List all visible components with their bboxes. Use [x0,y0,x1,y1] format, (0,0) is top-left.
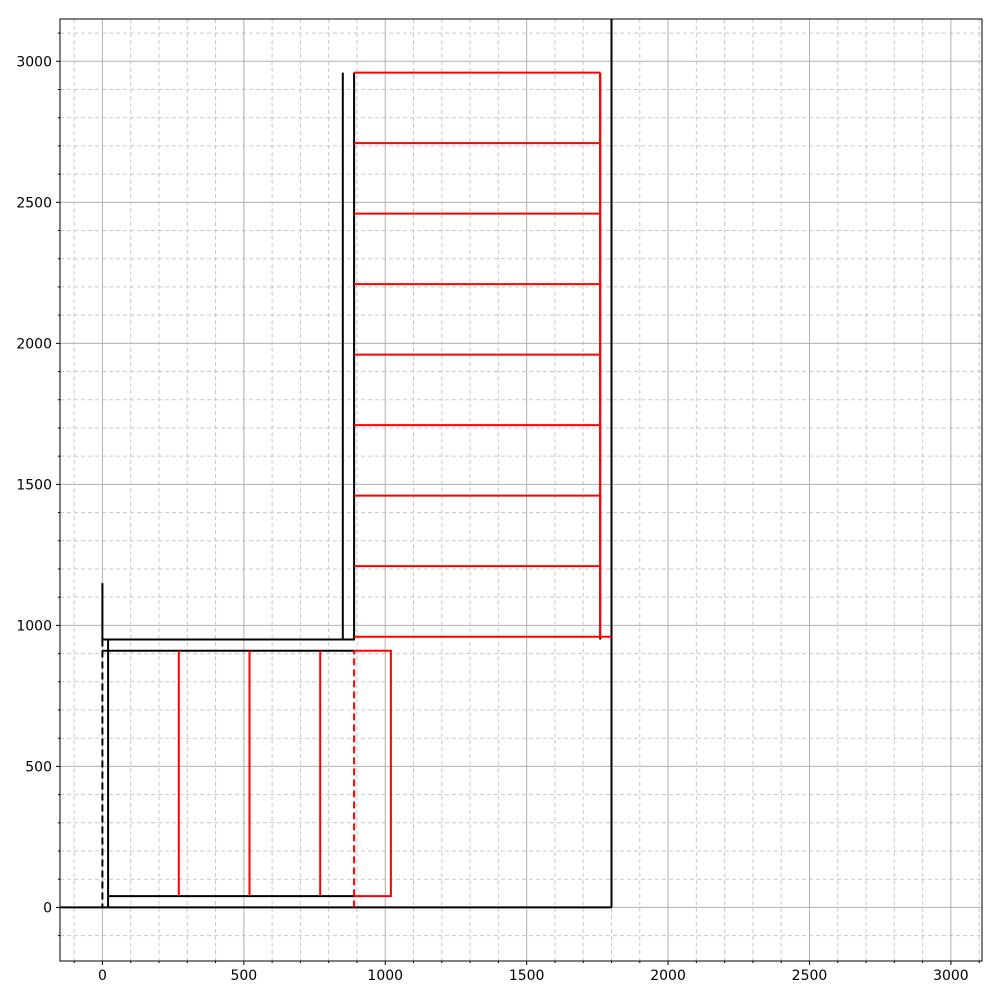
y-tick-label: 500 [25,759,52,775]
x-tick-label: 1500 [509,968,545,984]
x-tick-label: 0 [98,968,107,984]
x-tick-label: 3000 [933,968,969,984]
x-tick-label: 500 [230,968,257,984]
drawing-lines [60,19,613,909]
line-red-bottom-box [354,649,392,898]
y-tick-label: 1500 [16,477,52,493]
y-tick-labels: 0 500 1000 1500 2000 2500 3000 [16,54,52,916]
line-upper-wall [102,72,356,641]
x-tick-label: 2500 [792,968,828,984]
x-tick-labels: 0 500 1000 1500 2000 2500 3000 [98,968,969,984]
y-tick-label: 1000 [16,618,52,634]
x-tick-label: 2000 [650,968,686,984]
y-tick-label: 2500 [16,195,52,211]
axis-ticks [56,32,980,965]
plot-frame [59,18,983,962]
y-tick-label: 3000 [16,54,52,70]
x-tick-label: 1000 [367,968,403,984]
minor-grid [60,19,982,961]
y-tick-label: 2000 [16,336,52,352]
y-tick-label: 0 [43,900,52,916]
